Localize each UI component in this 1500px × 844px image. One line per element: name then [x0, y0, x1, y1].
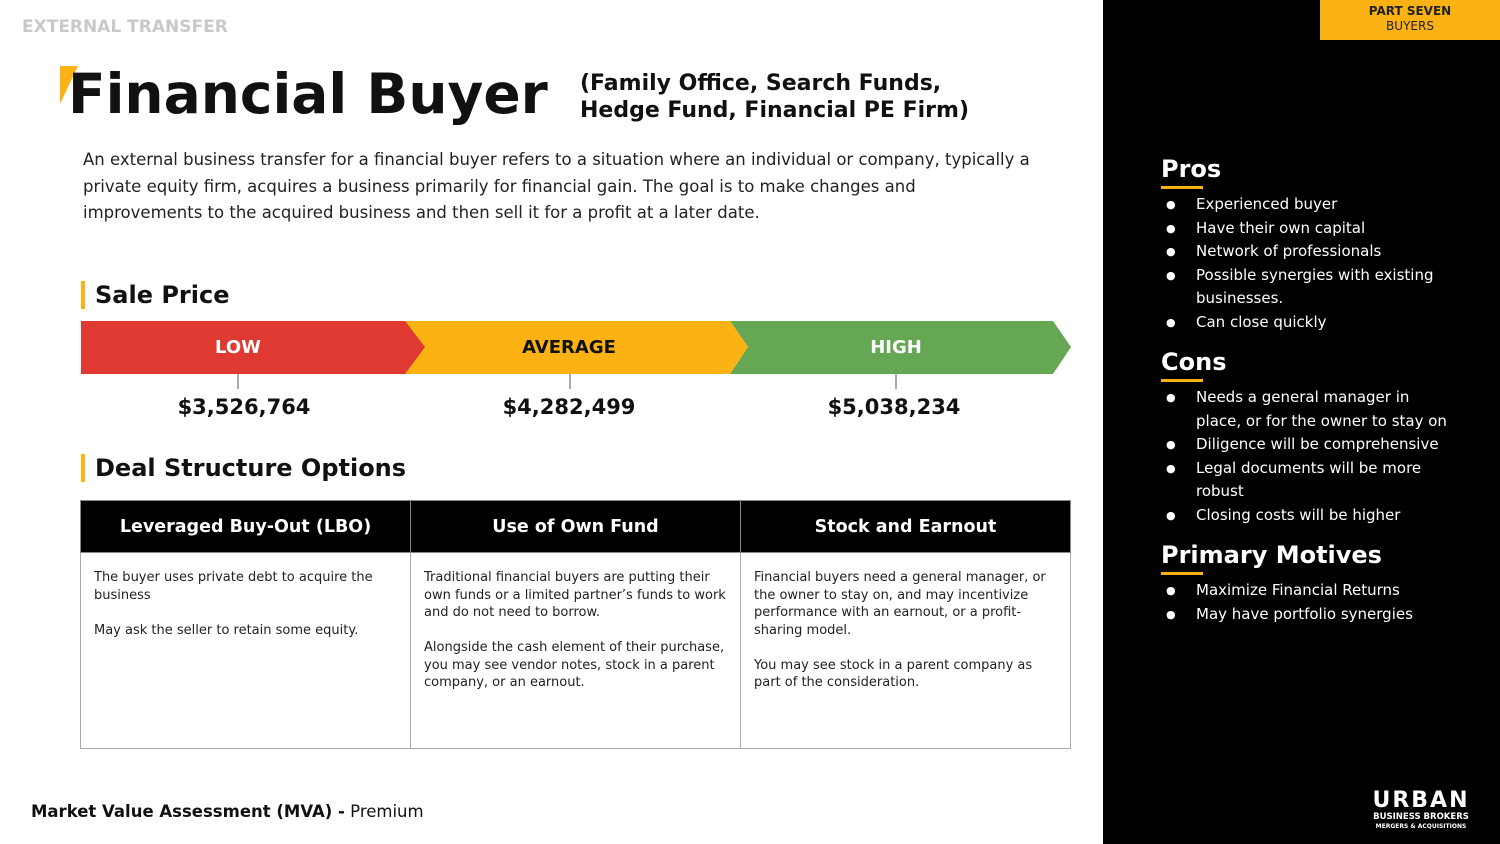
paragraph: May ask the seller to retain some equity…	[94, 622, 359, 638]
logo-name: URBAN	[1372, 788, 1470, 813]
paragraph: Financial buyers need a general manager,…	[754, 570, 1046, 638]
tier-price: $5,038,234	[827, 395, 961, 419]
part-tag: PART SEVEN BUYERS	[1320, 0, 1500, 40]
tier-label: AVERAGE	[522, 337, 616, 358]
bullet-item: Network of professionals	[1161, 240, 1451, 264]
arrow-average	[405, 321, 748, 374]
column-body: Financial buyers need a general manager,…	[740, 552, 1071, 749]
paragraph: You may see stock in a parent company as…	[754, 657, 1033, 691]
column-title: Stock and Earnout	[740, 500, 1071, 553]
title: Financial Buyer	[68, 62, 548, 126]
footer-value: Premium	[350, 802, 424, 821]
sidebar-heading: Pros	[1161, 155, 1221, 189]
subtitle-line: Hedge Fund, Financial PE Firm)	[580, 98, 970, 123]
bullet-item: Closing costs will be higher	[1161, 504, 1451, 528]
bullet-item: Maximize Financial Returns	[1161, 579, 1451, 603]
arrow-high	[730, 321, 1071, 374]
bullet-item: Legal documents will be more robust	[1161, 457, 1451, 504]
tier-price: $3,526,764	[177, 395, 311, 419]
bullet-item: Can close quickly	[1161, 311, 1451, 335]
paragraph: Alongside the cash element of their purc…	[424, 640, 725, 690]
bullet-item: Have their own capital	[1161, 217, 1451, 241]
logo: URBAN BUSINESS BROKERS MERGERS & ACQUISI…	[1365, 790, 1477, 831]
title-accent	[60, 66, 78, 104]
footer: Market Value Assessment (MVA) - Premium	[31, 802, 424, 821]
tier-price: $4,282,499	[502, 395, 636, 419]
part-sub: BUYERS	[1386, 19, 1434, 33]
column-body: Traditional financial buyers are putting…	[410, 552, 741, 749]
bullet-item: Needs a general manager in place, or for…	[1161, 386, 1451, 433]
paragraph: Traditional financial buyers are putting…	[424, 570, 726, 620]
sidebar-section: Cons Needs a general manager in place, or…	[1161, 348, 1451, 527]
logo-line: BUSINESS BROKERS	[1373, 812, 1469, 822]
bullet-list: Needs a general manager in place, or for…	[1161, 386, 1451, 527]
logo-line: MERGERS & ACQUISITIONS	[1375, 823, 1467, 830]
deal-heading: Deal Structure Options	[81, 454, 406, 482]
bullet-item: Experienced buyer	[1161, 193, 1451, 217]
sale-price-heading: Sale Price	[81, 281, 230, 309]
section-label: EXTERNAL TRANSFER	[22, 17, 228, 37]
sidebar-section: Primary Motives Maximize Financial Return…	[1161, 541, 1451, 626]
deal-table: Leveraged Buy-Out (LBO) Use of Own Fund …	[80, 500, 1071, 749]
sidebar: Pros Experienced buyerHave their own capi…	[1103, 0, 1500, 844]
price-arrows	[81, 321, 1071, 389]
sidebar-section: Pros Experienced buyerHave their own capi…	[1161, 155, 1451, 334]
column-body: The buyer uses private debt to acquire t…	[80, 552, 411, 749]
sidebar-heading: Cons	[1161, 348, 1226, 382]
bullet-list: Maximize Financial ReturnsMay have portf…	[1161, 579, 1451, 626]
column-title: Use of Own Fund	[410, 500, 741, 553]
sidebar-heading: Primary Motives	[1161, 541, 1382, 575]
footer-label: Market Value Assessment (MVA) -	[31, 802, 345, 821]
bullet-list: Experienced buyerHave their own capitalN…	[1161, 193, 1451, 334]
tier-label: LOW	[215, 337, 261, 358]
arrow-low	[81, 321, 425, 374]
bullet-item: Diligence will be comprehensive	[1161, 433, 1451, 457]
tier-label: HIGH	[870, 337, 922, 358]
bullet-item: May have portfolio synergies	[1161, 603, 1451, 627]
subtitle-line: (Family Office, Search Funds,	[580, 71, 942, 96]
bullet-item: Possible synergies with existing busines…	[1161, 264, 1451, 311]
intro: An external business transfer for a fina…	[83, 150, 1030, 222]
column-title: Leveraged Buy-Out (LBO)	[80, 500, 411, 553]
part-label: PART SEVEN	[1368, 4, 1452, 18]
paragraph: The buyer uses private debt to acquire t…	[94, 570, 373, 603]
subtitle: (Family Office, Search Funds, Hedge Fund…	[580, 70, 969, 124]
sidebar-sections: Pros Experienced buyerHave their own capi…	[1161, 155, 1451, 640]
